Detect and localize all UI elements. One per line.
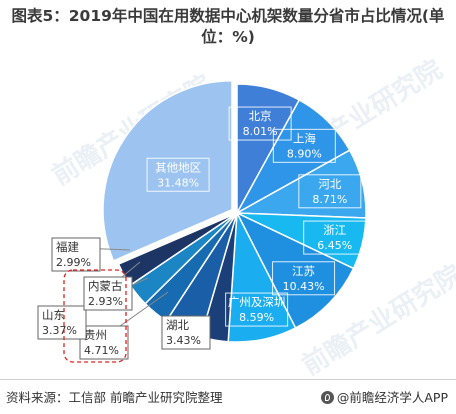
slice-value-label: 8.01% [243, 125, 278, 138]
slice-label: 山东 [42, 308, 65, 322]
label-box [298, 174, 362, 209]
label-box [146, 157, 210, 192]
label-box [272, 128, 336, 163]
slice-value-label: 8.71% [312, 193, 347, 206]
pie-slice [235, 211, 355, 329]
slice-label: 广州及深圳 [228, 295, 286, 309]
slice-value-label: 10.43% [283, 280, 325, 293]
slice-value-label: 3.37% [42, 324, 77, 337]
pie-slice [102, 79, 233, 262]
label-box [83, 276, 133, 311]
slice-value-label: 8.59% [239, 311, 274, 324]
highlight-box [63, 269, 127, 363]
pie-slices [102, 79, 367, 343]
label-box [228, 106, 292, 141]
slice-label: 上海 [293, 131, 316, 145]
slice-label: 贵州 [84, 328, 107, 342]
pie-chart: 北京 8.01% 上海 8.90% 河北 8.71% 浙江 6.45%江苏 10.43% 广州及深… [37, 79, 367, 363]
slice-label: 浙江 [323, 223, 346, 237]
label-box [272, 261, 336, 296]
slice-value-label: 6.45% [317, 239, 352, 252]
slice-value-label: 2.93% [88, 295, 123, 308]
label-box [37, 305, 87, 340]
slice-label: 湖北 [166, 318, 189, 332]
slice-label: 河北 [318, 177, 341, 191]
label-box [51, 237, 101, 272]
slice-value-label: 3.43% [166, 334, 201, 347]
slice-label: 北京 [249, 109, 272, 123]
label-box [225, 292, 289, 327]
slice-label: 其他地区 [155, 160, 201, 174]
slice-label: 江苏 [292, 264, 315, 278]
pie-labels: 北京 8.01% 上海 8.90% 河北 8.71% 浙江 6.45%江苏 10.43% 广州及深… [37, 106, 367, 360]
chart-title: 图表5：2019年中国在用数据中心机架数量分省市占比情况(单位：%) [11, 7, 445, 46]
slice-value-label: 8.90% [287, 147, 322, 160]
label-box [79, 325, 129, 360]
label-box [303, 220, 367, 255]
brand-logo-icon [320, 391, 334, 404]
brand-text: @前瞻经济学人APP [336, 390, 448, 405]
label-box [161, 315, 211, 350]
slice-value-label: 4.71% [84, 344, 119, 357]
brand-label: @前瞻经济学人APP [320, 387, 448, 406]
slice-label: 福建 [56, 240, 79, 254]
footer-divider [0, 379, 456, 380]
slice-value-label: 2.99% [56, 256, 91, 269]
slice-value-label: 31.48% [157, 176, 199, 189]
slice-label: 内蒙古 [88, 279, 123, 293]
source-note: 资料来源：工信部 前瞻产业研究院整理 [6, 390, 223, 405]
